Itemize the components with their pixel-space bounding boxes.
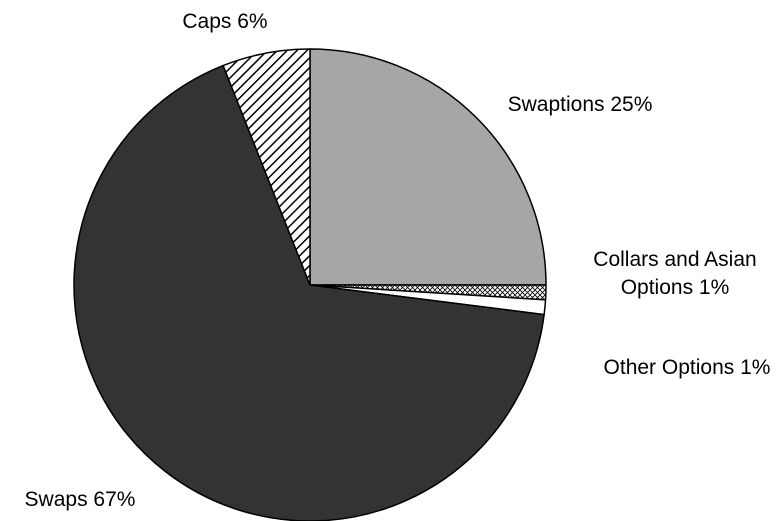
category-label: Caps: [182, 10, 232, 33]
category-label: Swaps: [24, 488, 88, 511]
slice-label: Swaptions 25%: [480, 91, 680, 119]
value-label: 1%: [698, 276, 730, 299]
pie-slice: [73, 64, 545, 521]
value-label: 6%: [237, 10, 268, 33]
value-label: 1%: [740, 356, 771, 379]
slice-label: Caps 6%: [150, 8, 300, 36]
slice-label: Collars and Asian Options 1%: [575, 246, 775, 302]
pie-slice: [309, 48, 547, 286]
value-label: 67%: [93, 488, 136, 511]
category-label: Collars and Asian Options: [593, 248, 757, 299]
slice-label: Swaps 67%: [0, 486, 180, 514]
category-label: Other Options: [603, 356, 735, 379]
pie-slice: [222, 48, 311, 286]
slice-label: Other Options 1%: [597, 354, 777, 382]
value-label: 25%: [610, 93, 653, 116]
category-label: Swaptions: [507, 93, 605, 116]
